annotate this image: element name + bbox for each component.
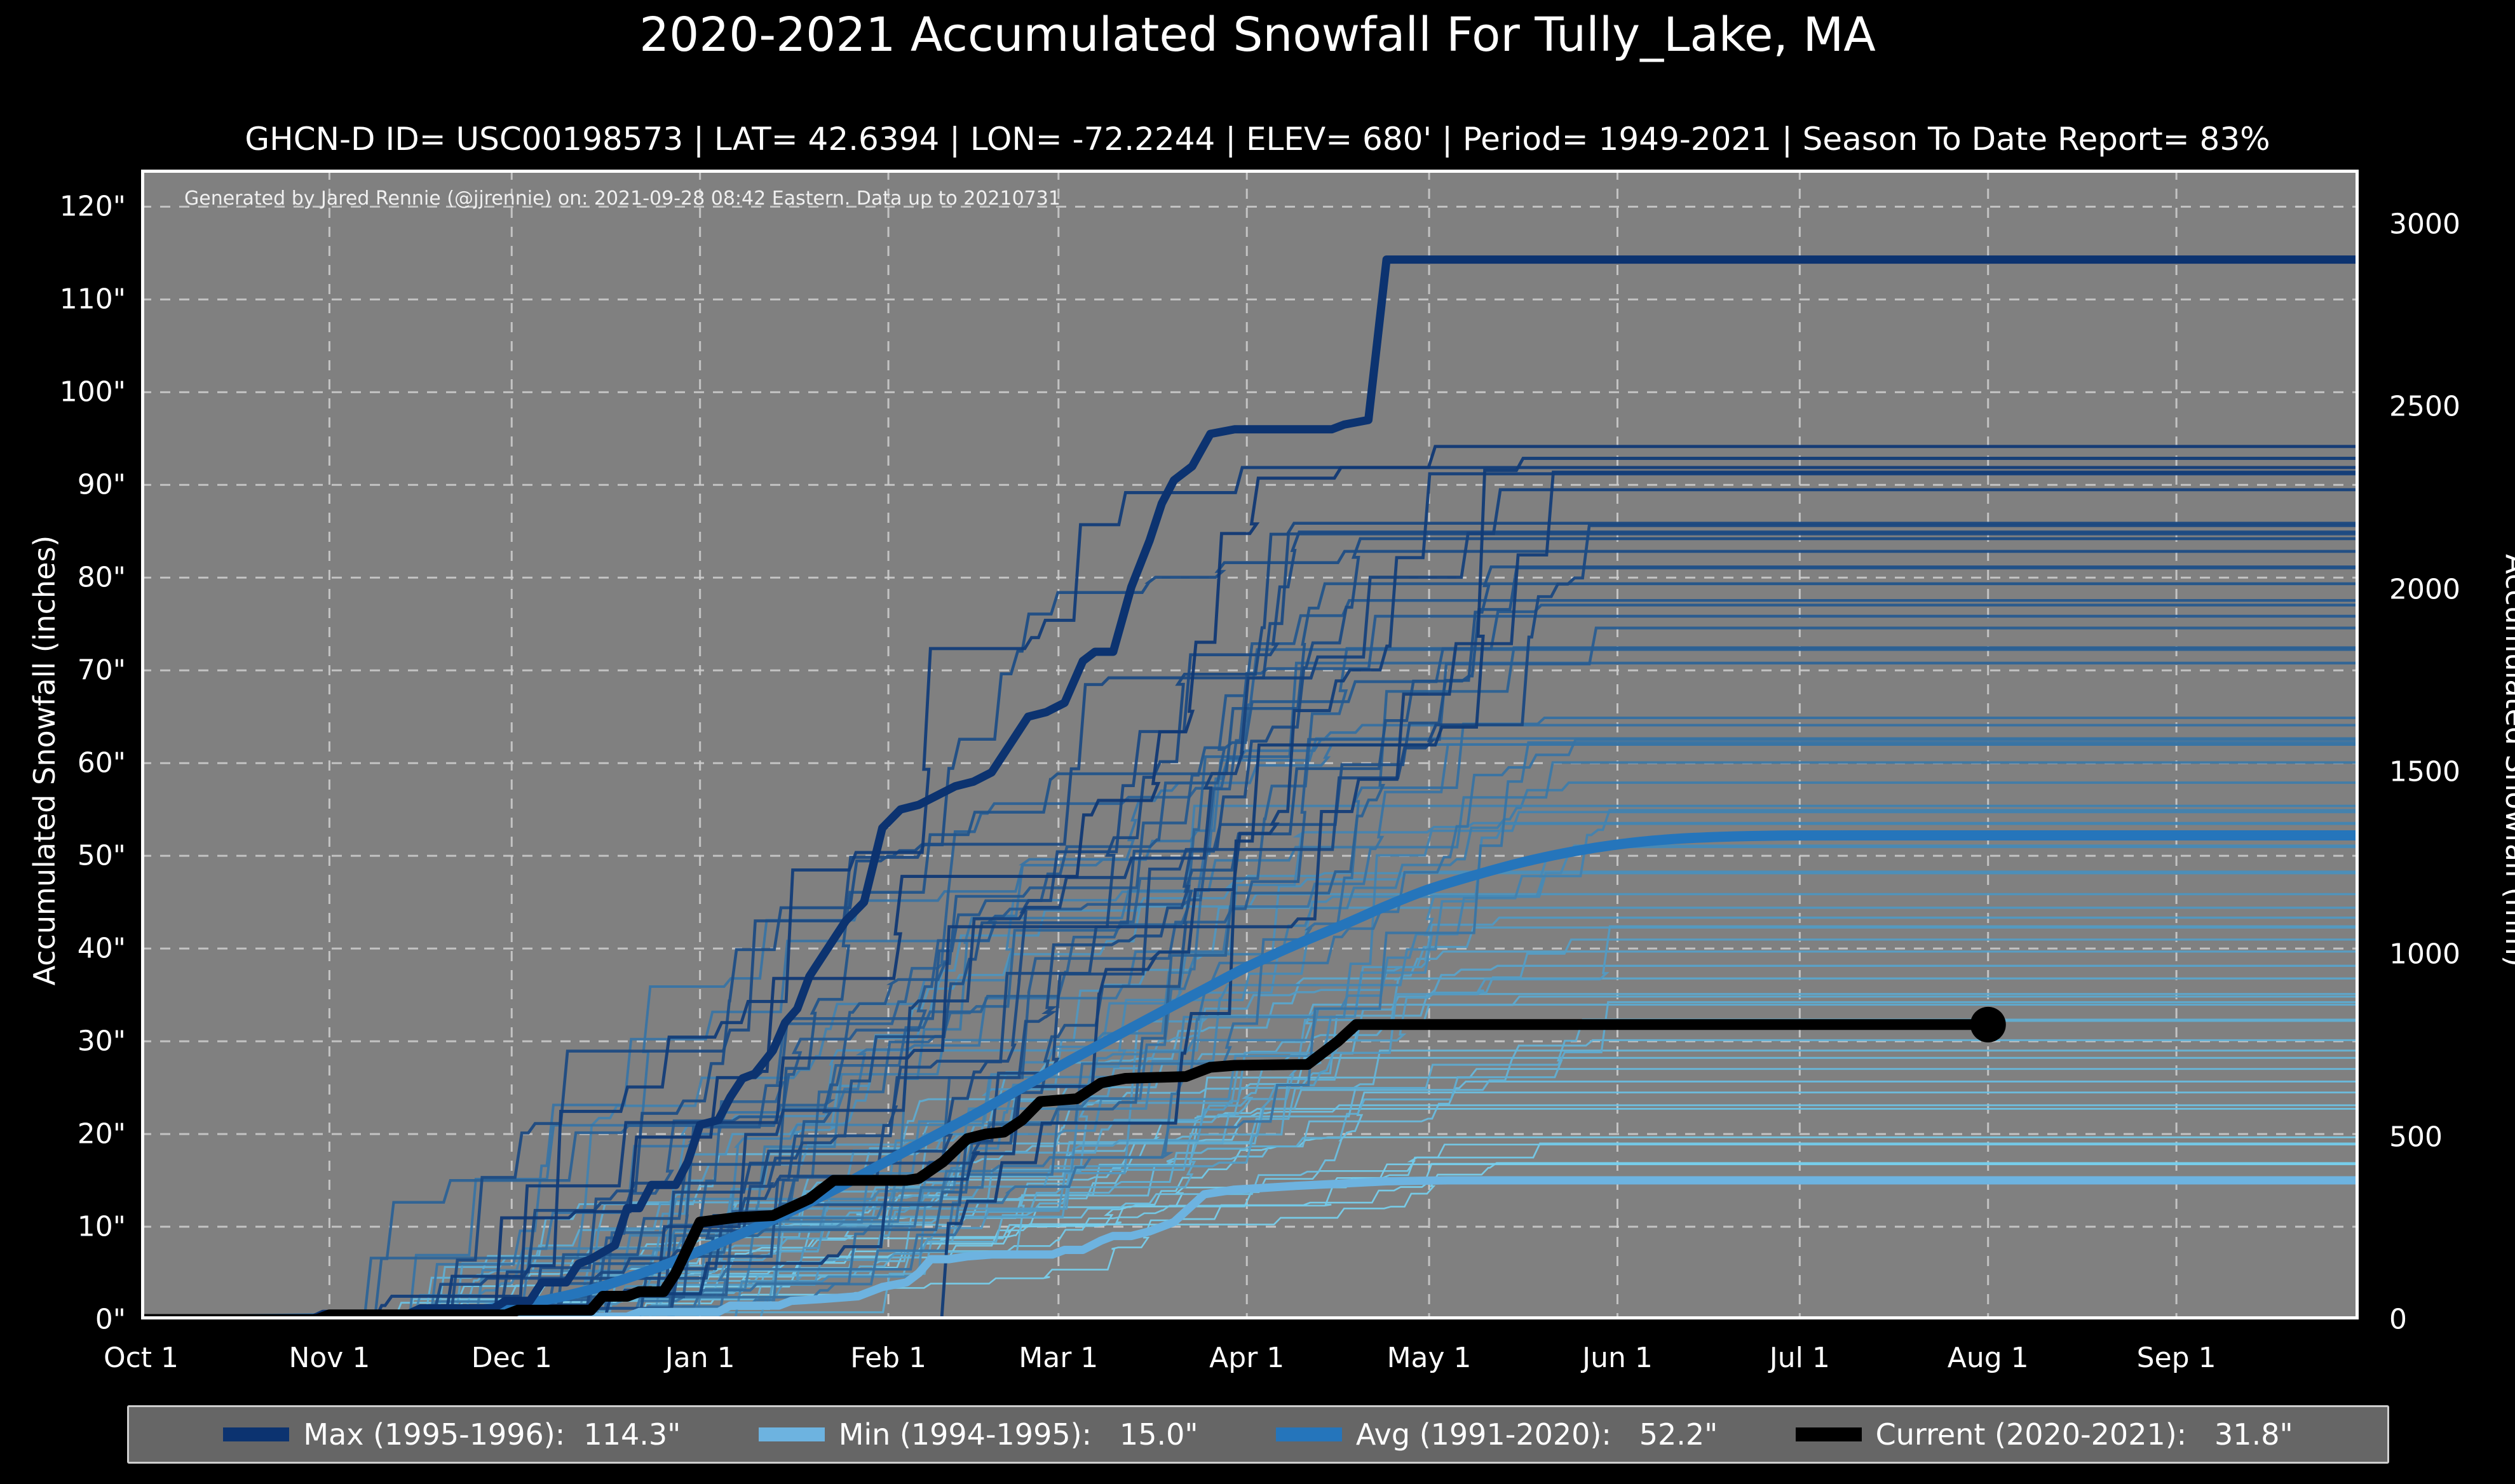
x-tick-label: Feb 1 xyxy=(850,1342,927,1374)
historical-trace xyxy=(141,647,2359,1319)
y-tick-right-label: 2500 xyxy=(2389,390,2460,423)
historical-trace xyxy=(141,811,2359,1319)
y-tick-right-label: 3000 xyxy=(2389,208,2460,241)
legend-min-swatch xyxy=(758,1427,825,1441)
historical-traces xyxy=(141,445,2359,1319)
plot-border xyxy=(141,170,2359,1319)
legend-avg-label: Avg (1991-2020): 52.2" xyxy=(1355,1417,1718,1452)
y-tick-left-label: 70" xyxy=(77,654,126,687)
x-tick-label: Nov 1 xyxy=(288,1342,370,1374)
x-tick-label: Mar 1 xyxy=(1019,1342,1099,1374)
y-tick-right-label: 1000 xyxy=(2389,938,2460,971)
historical-trace xyxy=(141,522,2359,1319)
historical-trace xyxy=(141,470,2359,1319)
chart-legend[interactable]: Max (1995-1996): 114.3" Min (1994-1995): … xyxy=(127,1405,2389,1464)
legend-max-swatch xyxy=(223,1427,290,1441)
x-tick-label: May 1 xyxy=(1386,1342,1472,1374)
x-tick-label: Jun 1 xyxy=(1582,1342,1653,1374)
y-axis-left-label: Accumulated Snowfall (inches) xyxy=(27,535,62,986)
y-tick-left-label: 120" xyxy=(59,190,126,223)
y-tick-right-label: 0 xyxy=(2389,1303,2407,1336)
y-tick-left-label: 40" xyxy=(77,932,126,965)
historical-trace xyxy=(141,964,2359,1319)
y-axis-right-label: Accumulated Snowfall (mm) xyxy=(2499,554,2515,967)
historical-trace xyxy=(141,565,2359,1319)
y-tick-left-label: 50" xyxy=(77,839,126,872)
page-title: 2020-2021 Accumulated Snowfall For Tully… xyxy=(639,8,1876,62)
y-tick-left-label: 100" xyxy=(59,375,126,408)
legend-min-label: Min (1994-1995): 15.0" xyxy=(838,1417,1198,1452)
historical-trace xyxy=(141,445,2359,1319)
generated-by-credit: Generated by Jared Rennie (@jjrennie) on… xyxy=(184,187,1061,210)
y-tick-left-label: 0" xyxy=(95,1303,126,1336)
historical-trace xyxy=(141,743,2359,1319)
y-tick-left-label: 20" xyxy=(77,1117,126,1150)
historical-trace xyxy=(141,550,2359,1319)
y-tick-right-label: 500 xyxy=(2389,1121,2443,1154)
series-current-line xyxy=(141,1019,1994,1319)
historical-trace xyxy=(141,532,2359,1319)
historical-trace xyxy=(141,738,2359,1319)
historical-trace xyxy=(141,466,2359,1319)
historical-trace xyxy=(141,472,2359,1319)
y-tick-right-label: 1500 xyxy=(2389,755,2460,788)
series-avg-line xyxy=(141,830,2359,1319)
historical-trace xyxy=(141,646,2359,1319)
legend-min[interactable]: Min (1994-1995): 15.0" xyxy=(758,1417,1198,1452)
legend-max-label: Max (1995-1996): 114.3" xyxy=(303,1417,681,1452)
y-tick-left-label: 10" xyxy=(77,1210,126,1243)
x-tick-label: Dec 1 xyxy=(471,1342,552,1374)
historical-trace xyxy=(141,626,2359,1319)
historical-trace xyxy=(141,844,2359,1319)
x-tick-label: Jan 1 xyxy=(665,1342,735,1374)
series-min-line xyxy=(141,1176,2359,1319)
x-tick-label: Aug 1 xyxy=(1947,1342,2029,1374)
x-tick-label: Sep 1 xyxy=(2136,1342,2216,1374)
x-tick-label: Apr 1 xyxy=(1209,1342,1285,1374)
historical-trace xyxy=(141,457,2359,1319)
historical-trace xyxy=(141,530,2359,1319)
historical-trace xyxy=(141,724,2359,1319)
series-current-end-marker xyxy=(1970,1006,2006,1042)
x-tick-label: Jul 1 xyxy=(1769,1342,1830,1374)
legend-avg[interactable]: Avg (1991-2020): 52.2" xyxy=(1275,1417,1718,1452)
x-tick-label: Oct 1 xyxy=(103,1342,179,1374)
y-tick-left-label: 90" xyxy=(77,468,126,501)
y-tick-left-label: 80" xyxy=(77,561,126,594)
legend-avg-swatch xyxy=(1275,1427,1342,1441)
historical-trace xyxy=(141,995,2359,1319)
plot-area xyxy=(141,170,2359,1319)
y-tick-right-label: 2000 xyxy=(2389,573,2460,606)
legend-current-label: Current (2020-2021): 31.8" xyxy=(1875,1417,2293,1452)
historical-trace xyxy=(141,821,2359,1319)
y-tick-left-label: 110" xyxy=(59,283,126,316)
legend-current-swatch xyxy=(1795,1427,1862,1441)
series-max-line xyxy=(141,255,2359,1319)
chart-subtitle: GHCN-D ID= USC00198573 | LAT= 42.6394 | … xyxy=(245,121,2270,158)
y-tick-left-label: 60" xyxy=(77,746,126,779)
legend-current[interactable]: Current (2020-2021): 31.8" xyxy=(1795,1417,2293,1452)
legend-max[interactable]: Max (1995-1996): 114.3" xyxy=(223,1417,681,1452)
y-tick-left-label: 30" xyxy=(77,1025,126,1058)
